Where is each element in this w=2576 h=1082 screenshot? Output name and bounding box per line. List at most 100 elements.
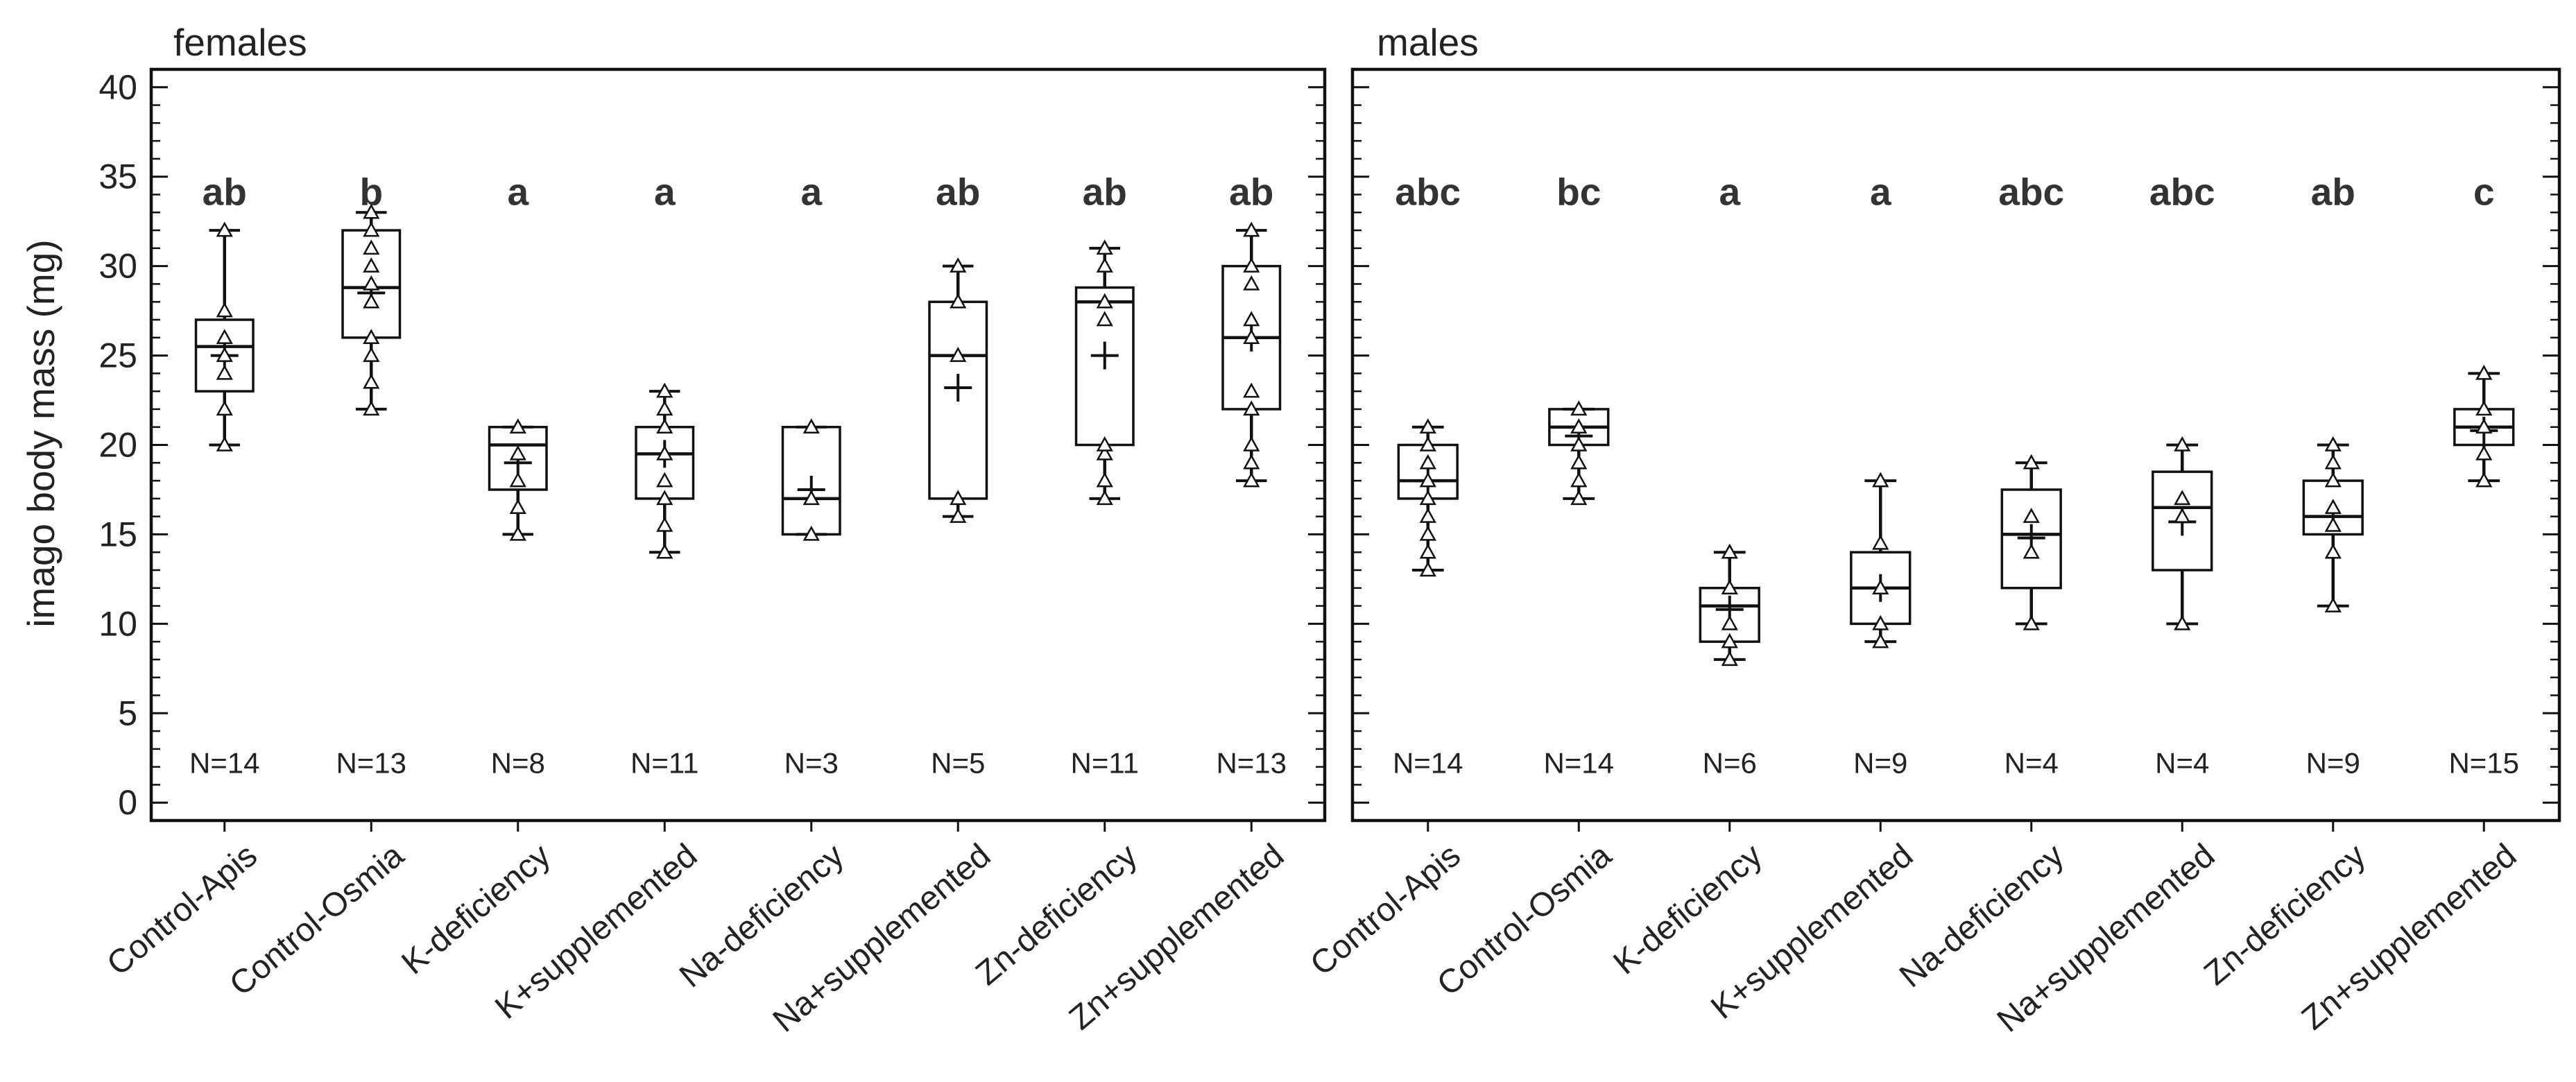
data-point [950, 346, 967, 362]
data-point [656, 445, 673, 461]
data-point [509, 472, 526, 488]
data-point [1721, 615, 1738, 630]
data-point [1721, 651, 1738, 667]
data-point [1419, 525, 1436, 541]
sample-size-label: N=14 [1393, 746, 1463, 779]
iqr-box [194, 318, 255, 393]
data-point [2475, 418, 2493, 433]
data-point [1570, 454, 1588, 470]
significance-letter: ab [1083, 170, 1127, 213]
data-point [363, 221, 380, 237]
data-point [216, 329, 233, 345]
data-point [509, 499, 526, 514]
data-point [1419, 490, 1436, 506]
data-point [2475, 472, 2493, 488]
y-tick-label: 20 [98, 426, 137, 465]
significance-letter: ab [2311, 170, 2355, 213]
data-point [363, 257, 380, 273]
data-point [1243, 221, 1260, 237]
sample-size-label: N=15 [2448, 746, 2519, 779]
iqr-box [2152, 470, 2213, 572]
data-point [656, 543, 673, 559]
sample-size-label: N=8 [491, 746, 545, 779]
sample-size-label: N=13 [336, 746, 406, 779]
category-label: Control-Apis [1303, 837, 1467, 983]
data-point [1243, 472, 1260, 488]
data-point [509, 445, 526, 461]
panel-title-females: females [173, 21, 307, 64]
data-point [1243, 275, 1260, 291]
sample-size-label: N=6 [1703, 746, 1757, 779]
y-tick-label: 35 [98, 157, 137, 196]
data-point [2475, 445, 2493, 461]
data-point [1243, 400, 1260, 416]
data-point [1872, 534, 1889, 550]
data-point [2174, 490, 2191, 506]
data-point [2023, 615, 2040, 630]
data-point [1243, 329, 1260, 345]
y-axis-label: imago body mass (mg) [19, 239, 62, 627]
data-point [2324, 596, 2342, 612]
data-point [1570, 400, 1588, 416]
significance-letter: b [359, 170, 383, 213]
data-point [950, 293, 967, 309]
data-point [216, 364, 233, 380]
data-point [950, 257, 967, 273]
data-point [1243, 436, 1260, 452]
sample-size-label: N=3 [784, 746, 839, 779]
data-point [1721, 543, 1738, 559]
data-point [1419, 436, 1436, 452]
data-point [1872, 615, 1889, 630]
data-point [950, 490, 967, 506]
data-point [1419, 543, 1436, 559]
sample-size-label: N=11 [630, 746, 698, 779]
data-point [216, 221, 233, 237]
data-point [363, 346, 380, 362]
data-point [509, 525, 526, 541]
data-point [802, 525, 820, 541]
data-point [1243, 311, 1260, 327]
data-point [1243, 454, 1260, 470]
data-point [1419, 508, 1436, 523]
data-point [1419, 418, 1436, 433]
data-point [656, 490, 673, 506]
data-point [656, 472, 673, 488]
data-point [1096, 239, 1113, 255]
data-point [1419, 561, 1436, 577]
significance-letter: abc [2149, 170, 2215, 213]
sample-size-label: N=9 [2306, 746, 2360, 779]
significance-letter: ab [203, 170, 247, 213]
significance-letter: bc [1556, 170, 1601, 213]
category-label: K-deficiency [1606, 837, 1769, 982]
data-point [2324, 499, 2342, 514]
data-point [2174, 508, 2191, 523]
plot-frame [1350, 67, 2561, 823]
data-point [2023, 508, 2040, 523]
y-tick-label: 40 [98, 68, 137, 107]
sample-size-label: N=4 [2004, 746, 2059, 779]
data-point [363, 275, 380, 291]
data-point [656, 516, 673, 532]
data-point [216, 436, 233, 452]
significance-letter: a [654, 170, 676, 213]
data-point [802, 418, 820, 433]
data-point [363, 203, 380, 219]
data-point [1096, 472, 1113, 488]
data-point [1570, 418, 1588, 433]
significance-letter: a [800, 170, 822, 213]
data-point [802, 490, 820, 506]
data-point [1872, 472, 1889, 488]
panel-title-males: males [1377, 21, 1479, 64]
data-point [2324, 516, 2342, 532]
data-point [1096, 445, 1113, 461]
data-point [1096, 436, 1113, 452]
data-point [363, 293, 380, 309]
data-point [1243, 382, 1260, 398]
sample-size-label: N=11 [1071, 746, 1139, 779]
sample-size-label: N=9 [1853, 746, 1907, 779]
panel-males: abcN=14Control-ApisbcN=14Control-OsmiaaN… [1303, 67, 2561, 1040]
sample-size-label: N=5 [931, 746, 985, 779]
data-point [216, 346, 233, 362]
data-point [1721, 633, 1738, 649]
data-point [1096, 311, 1113, 327]
